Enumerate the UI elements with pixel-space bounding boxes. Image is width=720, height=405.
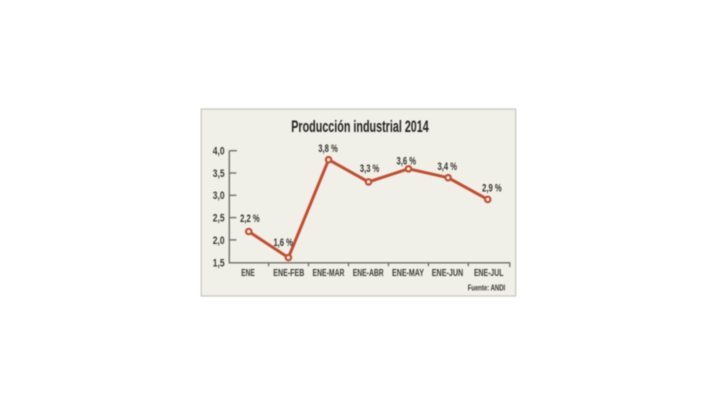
svg-text:Fuente: ANDI: Fuente: ANDI bbox=[468, 282, 506, 292]
svg-text:ENE-MAY: ENE-MAY bbox=[392, 268, 424, 279]
svg-text:3,6 %: 3,6 % bbox=[397, 155, 417, 167]
svg-text:1,6 %: 1,6 % bbox=[273, 237, 293, 249]
svg-text:3,8 %: 3,8 % bbox=[318, 143, 338, 155]
svg-text:2,9 %: 2,9 % bbox=[482, 183, 502, 195]
svg-text:ENE-JUN: ENE-JUN bbox=[432, 268, 464, 279]
svg-text:2,5: 2,5 bbox=[213, 213, 225, 225]
svg-text:ENE-ABR: ENE-ABR bbox=[353, 268, 385, 279]
svg-text:ENE-JUL: ENE-JUL bbox=[474, 268, 504, 279]
svg-text:Producción industrial 2014: Producción industrial 2014 bbox=[291, 118, 429, 136]
svg-text:3,0: 3,0 bbox=[213, 190, 225, 202]
svg-text:2,0: 2,0 bbox=[213, 235, 225, 247]
svg-text:3,5: 3,5 bbox=[213, 168, 225, 180]
svg-text:2,2 %: 2,2 % bbox=[240, 213, 260, 225]
svg-text:3,3 %: 3,3 % bbox=[360, 163, 380, 175]
svg-text:4,0: 4,0 bbox=[213, 146, 225, 158]
svg-text:1,5: 1,5 bbox=[213, 257, 225, 269]
svg-text:ENE-FEB: ENE-FEB bbox=[273, 268, 304, 279]
svg-text:3,4 %: 3,4 % bbox=[438, 161, 458, 173]
svg-text:ENE: ENE bbox=[241, 268, 255, 279]
svg-text:ENE-MAR: ENE-MAR bbox=[313, 268, 346, 279]
